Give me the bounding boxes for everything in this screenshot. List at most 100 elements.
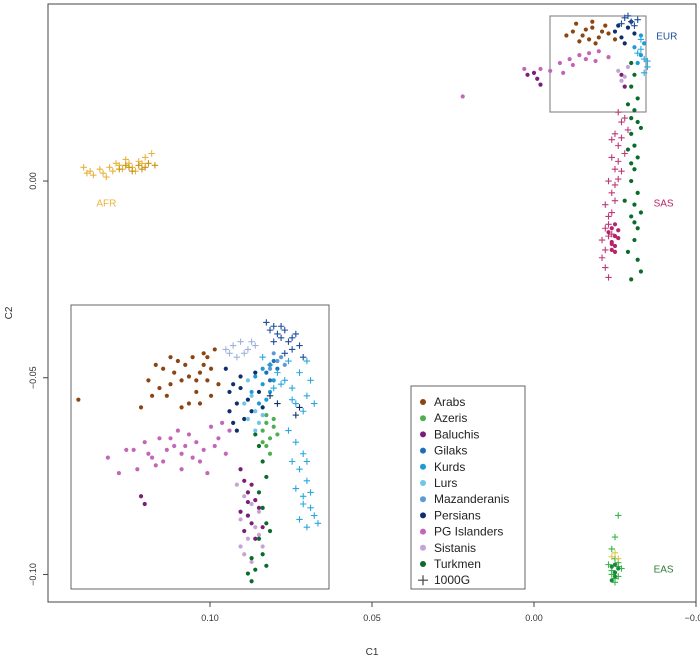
data-point — [640, 55, 648, 63]
data-point — [151, 162, 159, 169]
data-point — [602, 201, 609, 208]
inset-data-point — [245, 499, 251, 505]
data-point — [635, 155, 640, 160]
inset-data-point — [303, 477, 311, 485]
data-point — [612, 37, 618, 42]
data-point — [629, 214, 634, 219]
inset-data-point — [249, 482, 254, 487]
data-point — [612, 243, 618, 249]
data-point — [609, 226, 614, 231]
inset-data-point — [164, 393, 169, 398]
data-point — [611, 166, 619, 173]
legend-label: Azeris — [434, 411, 467, 425]
inset-data-point — [238, 385, 243, 391]
inset-frame — [70, 304, 330, 590]
inset-data-point — [277, 323, 285, 330]
data-point — [567, 56, 572, 62]
data-point — [122, 156, 129, 163]
inset-data-point — [266, 392, 274, 400]
inset-data-point — [183, 362, 188, 367]
inset-data-point — [270, 323, 277, 330]
inset-data-point — [242, 494, 247, 499]
legend-label: 1000G — [434, 573, 470, 587]
inset-data-point — [146, 451, 151, 456]
legend-entry: Arabs — [420, 395, 465, 409]
inset-data-point — [227, 428, 232, 433]
inset-data-point — [238, 517, 243, 522]
data-point — [606, 31, 611, 36]
inset-data-point — [260, 525, 265, 530]
data-point — [602, 246, 609, 254]
data-point — [632, 167, 637, 172]
data-point — [608, 553, 615, 560]
data-point — [605, 274, 612, 281]
inset-data-point — [244, 346, 252, 353]
inset-data-point — [300, 450, 307, 457]
inset-data-point — [292, 485, 300, 492]
legend-entries: Arabs Azeris Baluchis Gilaks Kurds Lurs Mazand… — [418, 395, 509, 587]
inset-data-point — [249, 389, 254, 395]
data-point — [83, 169, 91, 177]
data-point — [86, 168, 94, 175]
data-point — [135, 162, 142, 169]
data-point — [90, 171, 97, 179]
data-point — [602, 225, 609, 232]
data-point — [608, 136, 615, 143]
inset-data-point — [256, 420, 262, 425]
legend-label: PG Islanders — [434, 525, 503, 539]
legend-marker — [420, 512, 426, 519]
legend-entry: Mazanderanis — [420, 492, 509, 506]
inset-data-point — [216, 436, 221, 441]
legend-marker — [420, 431, 426, 438]
data-point — [608, 545, 615, 553]
data-point — [525, 72, 530, 77]
inset-data-point — [205, 470, 210, 476]
inset-data-point — [267, 389, 273, 395]
inset-data-point — [300, 353, 307, 361]
data-point — [561, 70, 566, 75]
inset-data-point — [270, 338, 277, 345]
inset-data-point — [179, 405, 184, 410]
data-point — [622, 84, 627, 89]
inset-data-point — [249, 555, 254, 561]
inset-data-point — [197, 401, 203, 406]
data-point — [590, 19, 595, 24]
inset-data-point — [303, 357, 311, 365]
inset-data-point — [285, 338, 292, 345]
data-point — [586, 51, 592, 56]
inset-data-point — [194, 378, 199, 383]
data-point — [535, 76, 540, 81]
region-label-eas: EAS — [654, 564, 674, 575]
data-point — [109, 168, 116, 175]
legend-label: Baluchis — [434, 427, 479, 441]
inset-data-point — [300, 493, 307, 500]
data-point — [608, 189, 615, 197]
inset-data-point — [238, 467, 243, 472]
inset-points — [76, 319, 322, 584]
legend-marker — [420, 528, 426, 535]
inset-data-point — [288, 458, 296, 465]
inset-data-point — [300, 500, 307, 508]
inset-data-point — [260, 366, 265, 371]
data-point — [629, 277, 634, 282]
inset-data-point — [248, 338, 255, 345]
data-point — [638, 269, 644, 274]
inset-data-point — [223, 451, 228, 456]
inset-data-point — [296, 466, 303, 473]
inset-data-point — [76, 397, 81, 402]
inset-data-point — [245, 490, 251, 495]
inset-data-point — [216, 382, 221, 387]
inset-data-point — [234, 428, 239, 433]
legend-marker — [420, 399, 426, 405]
y-axis-label: C2 — [4, 306, 15, 319]
inset-data-point — [303, 523, 311, 531]
legend-entry: Baluchis — [420, 427, 479, 441]
inset-data-point — [186, 401, 192, 406]
inset-data-point — [267, 378, 273, 383]
inset-data-point — [183, 443, 188, 449]
inset-data-point — [197, 459, 203, 464]
data-point — [638, 33, 644, 38]
inset-data-point — [271, 351, 276, 356]
inset-data-point — [292, 411, 300, 419]
